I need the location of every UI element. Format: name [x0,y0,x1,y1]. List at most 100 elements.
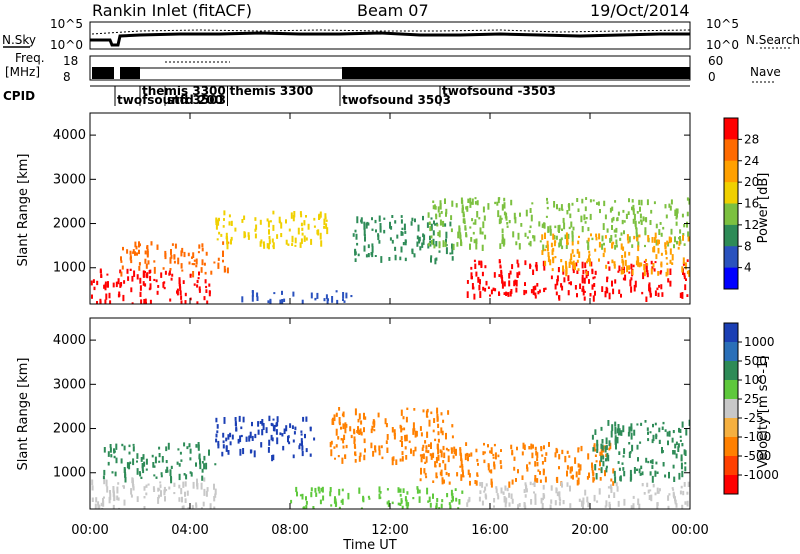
power-cell-6-141 [650,260,653,265]
velocity-cell-5-30 [596,443,599,451]
velocity-cell-7-132 [684,501,687,505]
power-cell-7-112 [611,259,614,264]
power-cell-5-316 [640,220,643,225]
velocity-cell-3-29 [404,436,407,442]
velocity-cell-4-107 [577,447,580,453]
velocity-cell-5-142 [656,471,659,474]
velocity-cell-3-14 [353,431,356,435]
velocity-cell-1-45 [136,453,139,459]
power-cell-5-101 [664,204,667,209]
power-cell-2-45 [267,243,270,250]
power-cell-5-204 [472,222,475,225]
power-cell-5-313 [506,225,509,228]
power-cell-5-7 [499,215,502,221]
power-cell-7-86 [565,232,568,235]
power-cell-2-49 [267,220,270,228]
power-cell-4-52 [404,230,407,234]
power-cell-1-65 [195,258,198,265]
power-cell-4-83 [445,231,448,239]
velocity-cell-0-37 [186,490,189,496]
power-cell-4-80 [355,233,358,240]
power-cell-0-103 [163,286,166,290]
power-cell-6-83 [667,278,670,283]
power-cell-0-90 [184,292,187,297]
velocity-cell-5-95 [678,427,680,433]
velocity-cell-2-58 [279,432,282,436]
power-colorbar-swatch-6 [724,246,738,269]
velocity-cell-6-58 [412,497,415,500]
power-cell-2-41 [226,237,229,245]
velocity-cell-4-134 [521,475,524,480]
power-cell-7-4 [684,262,687,270]
power-cell-6-62 [536,283,539,287]
velocity-cell-3-76 [447,410,450,415]
power-cell-0-13 [182,280,185,284]
velocity-cell-4-131 [500,449,502,452]
velocity-cell-6-64 [315,492,318,497]
velocity-cell-3-32 [337,455,340,458]
velocity-cell-6-15 [399,493,402,497]
velocity-cell-0-73 [145,484,148,488]
power-cell-5-117 [519,212,521,217]
power-cell-7-142 [622,260,625,266]
power-cell-4-63 [434,223,437,226]
power-cell-0-22 [144,283,147,287]
power-cell-0-63 [143,299,146,304]
power-cell-2-30 [319,232,322,240]
velocity-cell-1-96 [178,463,181,467]
velocity-cell-5-84 [646,427,649,431]
velocity-cell-2-6 [215,438,218,443]
velocity-cell-5-28 [644,420,647,423]
velocity-cell-5-13 [617,461,620,464]
power-cell-4-110 [411,248,414,253]
velocity-cell-7-60 [607,486,610,489]
power-cell-5-167 [483,215,486,221]
power-cell-5-161 [585,217,588,220]
velocity-cell-0-52 [168,486,171,490]
velocity-cell-4-92 [490,469,493,474]
velocity-cell-0-82 [123,499,126,506]
velocity-cell-4-150 [521,451,524,456]
velocity-cell-2-26 [242,448,245,455]
power-cell-6-59 [466,291,469,298]
velocity-cell-5-33 [614,476,617,484]
power-cell-7-70 [671,262,674,265]
power-cell-7-102 [671,254,674,261]
power-cell-0-70 [117,293,120,298]
power-cell-6-150 [517,263,520,268]
power-cell-7-40 [660,261,663,268]
power-cell-4-102 [394,254,397,261]
velocity-cell-7-136 [534,493,537,500]
cpid-segment-label-3: themis 3300 [230,84,314,98]
power-cell-6-99 [584,262,587,269]
power-cell-2-54 [276,234,279,239]
power-cell-5-126 [467,198,470,203]
power-cell-2-31 [291,243,294,246]
velocity-cell-1-32 [123,468,126,473]
power-cell-5-51 [532,235,535,239]
velocity-cell-0-39 [97,501,100,506]
velocity-cell-3-159 [445,432,447,440]
velocity-cell-1-58 [208,449,210,456]
velocity-cell-3-60 [335,412,338,417]
velocity-cell-5-100 [628,426,631,434]
velocity-cell-3-104 [338,417,341,424]
velocity-cell-7-108 [658,488,661,492]
power-cell-4-74 [419,246,422,251]
velocity-cell-7-14 [533,491,535,494]
velocity-cell-2-5 [234,417,237,421]
power-cell-3-17 [316,292,319,299]
power-cell-5-83 [445,208,448,215]
velocity-cell-3-36 [363,454,366,461]
velocity-cell-4-36 [467,456,469,462]
velocity-cell-5-126 [630,427,633,432]
power-cell-1-81 [171,243,174,246]
velocity-cell-3-137 [374,445,377,449]
power-cell-7-134 [566,239,569,246]
velocity-cell-1-39 [189,457,192,461]
velocity-cell-4-106 [435,476,438,479]
time-axis-label: Time UT [342,538,396,553]
velocity-cell-4-23 [548,442,550,447]
